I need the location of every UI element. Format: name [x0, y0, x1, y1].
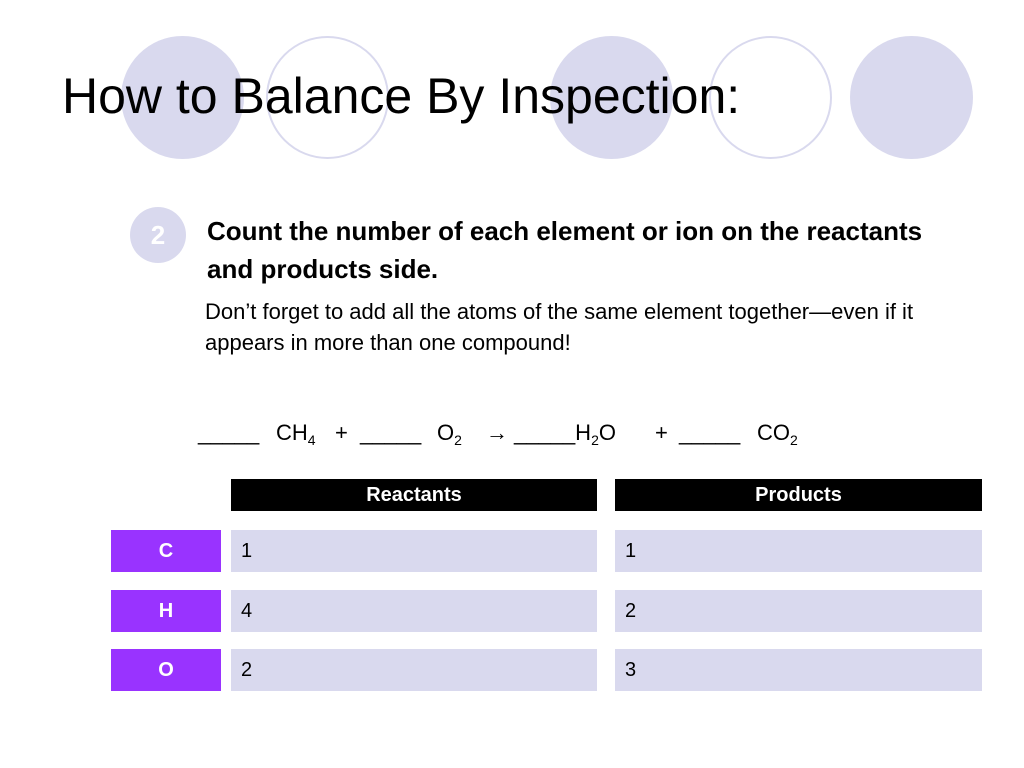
- decorative-circle: [550, 36, 673, 159]
- reactants-header: Reactants: [231, 479, 597, 511]
- formula-co2: CO2: [757, 420, 798, 448]
- decorative-circle: [850, 36, 973, 159]
- products-count: 1: [615, 530, 982, 572]
- step-number-badge: 2: [130, 207, 186, 263]
- element-label: O: [111, 649, 221, 691]
- plus-sign: +: [335, 420, 348, 445]
- products-count: 3: [615, 649, 982, 691]
- element-label: C: [111, 530, 221, 572]
- element-label: H: [111, 590, 221, 632]
- step-instruction: Count the number of each element or ion …: [207, 216, 923, 284]
- plus-sign: +: [655, 420, 668, 445]
- formula-h2o: _____H2O: [514, 420, 616, 448]
- decorative-circle: [121, 36, 244, 159]
- formula-o2: O2: [437, 420, 462, 448]
- reactants-count: 4: [231, 590, 597, 632]
- reactants-count: 2: [231, 649, 597, 691]
- decorative-ring: [709, 36, 832, 159]
- decorative-ring: [266, 36, 389, 159]
- reactants-count: 1: [231, 530, 597, 572]
- products-header: Products: [615, 479, 982, 511]
- formula-ch4: CH4: [276, 420, 316, 448]
- coefficient-blank: _____: [679, 420, 741, 445]
- coefficient-blank: _____: [198, 420, 260, 445]
- reaction-arrow-icon: →: [486, 420, 508, 445]
- coefficient-blank: _____: [360, 420, 422, 445]
- products-count: 2: [615, 590, 982, 632]
- slide-title: How to Balance By Inspection:: [62, 68, 741, 124]
- step-note: Don’t forget to add all the atoms of the…: [205, 299, 914, 355]
